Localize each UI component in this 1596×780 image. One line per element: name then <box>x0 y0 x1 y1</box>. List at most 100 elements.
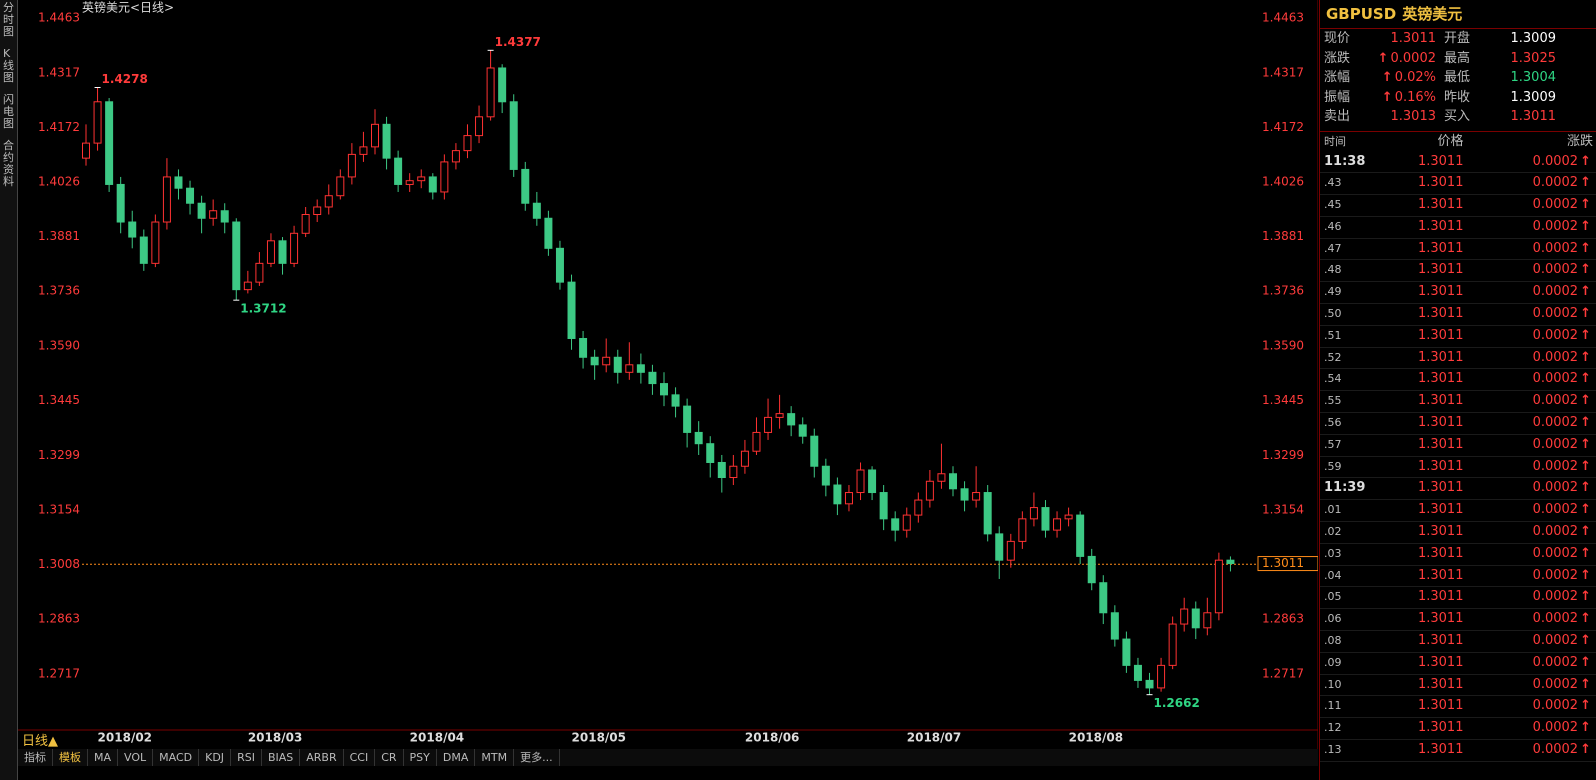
tick-row: .11 1.3011 0.0002 <box>1320 696 1596 719</box>
candle-body <box>532 202 541 219</box>
tick-row: .01 1.3011 0.0002 <box>1320 500 1596 523</box>
tick-price: 1.3011 <box>1417 720 1464 736</box>
tick-row: .10 1.3011 0.0002 <box>1320 675 1596 697</box>
up-arrow <box>1580 524 1593 539</box>
tick-change: 0.0002 <box>1463 348 1596 369</box>
tick-row: .51 1.3011 0.0002 <box>1320 326 1596 348</box>
quote-row: 涨幅 0.02% 最低 1.3004 <box>1320 68 1596 88</box>
up-arrow <box>1580 437 1593 452</box>
candle-body <box>868 469 877 494</box>
candle-body <box>602 356 611 366</box>
y-tick-label: 1.3590 <box>38 339 80 353</box>
candle-body <box>787 413 796 426</box>
candle-body <box>983 492 992 535</box>
candle-body <box>995 533 1004 561</box>
tick-price: 1.3011 <box>1417 371 1464 387</box>
column-header: 价格 <box>1437 133 1464 149</box>
field-label: 昨收 <box>1444 89 1471 105</box>
candle-body <box>844 492 853 505</box>
period-selector[interactable]: 日线▲ <box>22 734 58 749</box>
y-tick-label: 1.4172 <box>1262 120 1304 134</box>
tick-price: 1.3011 <box>1417 676 1464 692</box>
tick-row: .13 1.3011 0.0002 <box>1320 740 1596 762</box>
candle-body <box>1168 623 1177 666</box>
candle-body <box>740 450 749 467</box>
toolbar-tab[interactable]: BIAS <box>262 749 301 766</box>
toolbar-tab[interactable]: CR <box>375 749 404 766</box>
y-tick-label: 1.4026 <box>38 175 80 189</box>
candle-body <box>1226 559 1235 565</box>
x-tick-label: 2018/08 <box>1069 731 1123 745</box>
candle-body <box>128 221 137 238</box>
up-arrow <box>1580 459 1593 474</box>
tick-price: 1.3011 <box>1417 284 1464 300</box>
tick-change: 0.0002 <box>1463 369 1596 390</box>
tick-price: 1.3011 <box>1417 327 1464 343</box>
tick-time: .04 <box>1324 568 1342 582</box>
candle-body <box>440 161 449 193</box>
toolbar-tab[interactable]: RSI <box>231 749 262 766</box>
up-arrow <box>1580 415 1593 430</box>
candle-body <box>960 488 969 501</box>
tick-price: 1.3011 <box>1417 654 1464 670</box>
candle-body <box>579 337 588 358</box>
sidebar-tab[interactable]: K线图 <box>3 47 14 84</box>
candle-body <box>220 210 229 223</box>
toolbar-tab[interactable]: MTM <box>475 749 515 766</box>
tick-price: 1.3011 <box>1417 502 1464 518</box>
indicator-toolbar: 指标 模板 MA VOL MACD KDJ RSI BIAS ARBR CCI CR PSY DMA MT… <box>18 749 1318 766</box>
candle-body <box>324 195 333 208</box>
high-label: 1.4278 <box>102 72 148 86</box>
toolbar-tab[interactable]: 模板 <box>53 749 88 766</box>
tick-time: .45 <box>1324 198 1342 212</box>
tick-change: 0.0002 <box>1463 195 1596 216</box>
tick-change: 0.0002 <box>1463 435 1596 456</box>
tick-time: .48 <box>1324 263 1342 277</box>
tick-time: .10 <box>1324 677 1342 691</box>
candle-body <box>278 240 287 264</box>
candle-body <box>1203 612 1212 629</box>
y-tick-label: 1.3590 <box>1262 339 1304 353</box>
candle-body <box>116 183 125 223</box>
candle-body <box>301 214 310 234</box>
field-value: 0.16% <box>1358 88 1440 108</box>
up-arrow <box>1580 241 1593 256</box>
candle-body <box>775 413 784 418</box>
tick-change: 0.0002 <box>1463 413 1596 434</box>
up-arrow <box>1580 546 1593 561</box>
toolbar-tab[interactable]: MACD <box>153 749 200 766</box>
toolbar-tab[interactable]: VOL <box>118 749 154 766</box>
tick-change: 0.0002 <box>1463 675 1596 696</box>
instrument-name: 英镑美元 <box>1402 5 1463 23</box>
tick-row: .05 1.3011 0.0002 <box>1320 587 1596 610</box>
toolbar-tab[interactable]: ARBR <box>300 749 344 766</box>
tick-time: 11:38 <box>1324 153 1366 169</box>
toolbar-tab[interactable]: CCI <box>344 749 376 766</box>
field-value: 1.3011 <box>1390 31 1437 46</box>
sidebar-tab[interactable]: 分时图 <box>3 1 14 38</box>
tick-row: .56 1.3011 0.0002 <box>1320 413 1596 435</box>
toolbar-tab[interactable]: 指标 <box>18 749 53 766</box>
candle-body <box>972 492 981 501</box>
sidebar-tab[interactable]: 合约资料 <box>3 139 14 188</box>
candle-body <box>405 180 414 185</box>
candle-body <box>197 202 206 219</box>
toolbar-tab[interactable]: 更多... <box>514 749 560 766</box>
candle-body <box>1180 608 1189 625</box>
tick-time: .50 <box>1324 307 1342 321</box>
sidebar: 分时图 K线图闪电图合约资料 <box>0 0 18 780</box>
candle-body <box>671 394 680 407</box>
candle-body <box>428 176 437 193</box>
tick-change: 0.0002 <box>1463 478 1596 499</box>
tick-price: 1.3011 <box>1417 218 1464 234</box>
tick-time: .51 <box>1324 328 1342 342</box>
toolbar-tab[interactable]: PSY <box>404 749 437 766</box>
tick-change: 0.0002 <box>1463 282 1596 303</box>
toolbar-tab[interactable]: DMA <box>437 749 476 766</box>
toolbar-tab[interactable]: MA <box>88 749 119 766</box>
toolbar-tab[interactable]: KDJ <box>199 749 232 766</box>
sidebar-tab[interactable]: 闪电图 <box>3 93 14 130</box>
tick-row: .50 1.3011 0.0002 <box>1320 304 1596 326</box>
y-tick-label: 1.3154 <box>1262 502 1304 516</box>
